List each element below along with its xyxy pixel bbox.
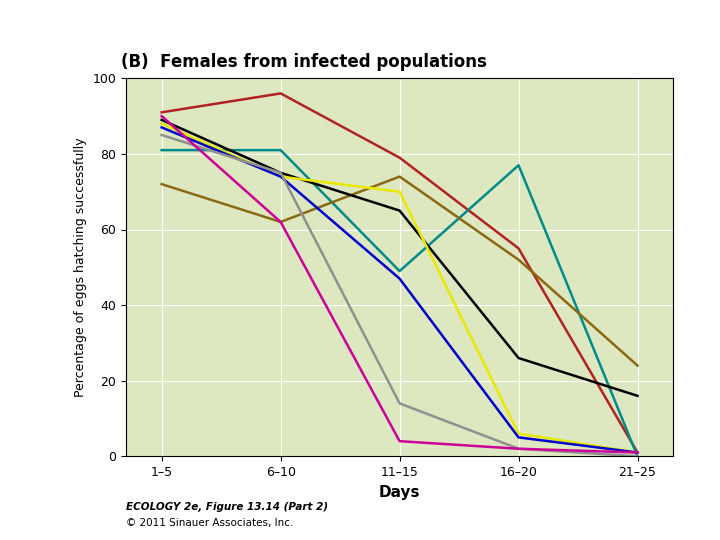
X-axis label: Days: Days (379, 484, 420, 500)
Text: ECOLOGY 2e, Figure 13.14 (Part 2): ECOLOGY 2e, Figure 13.14 (Part 2) (126, 502, 328, 512)
Text: Figure 13.14  Parasites Can Reduce Host Reproduction (Part 2): Figure 13.14 Parasites Can Reduce Host R… (9, 11, 442, 24)
Text: © 2011 Sinauer Associates, Inc.: © 2011 Sinauer Associates, Inc. (126, 518, 293, 529)
Y-axis label: Percentage of eggs hatching successfully: Percentage of eggs hatching successfully (74, 138, 87, 397)
Text: (B)  Females from infected populations: (B) Females from infected populations (120, 53, 487, 71)
